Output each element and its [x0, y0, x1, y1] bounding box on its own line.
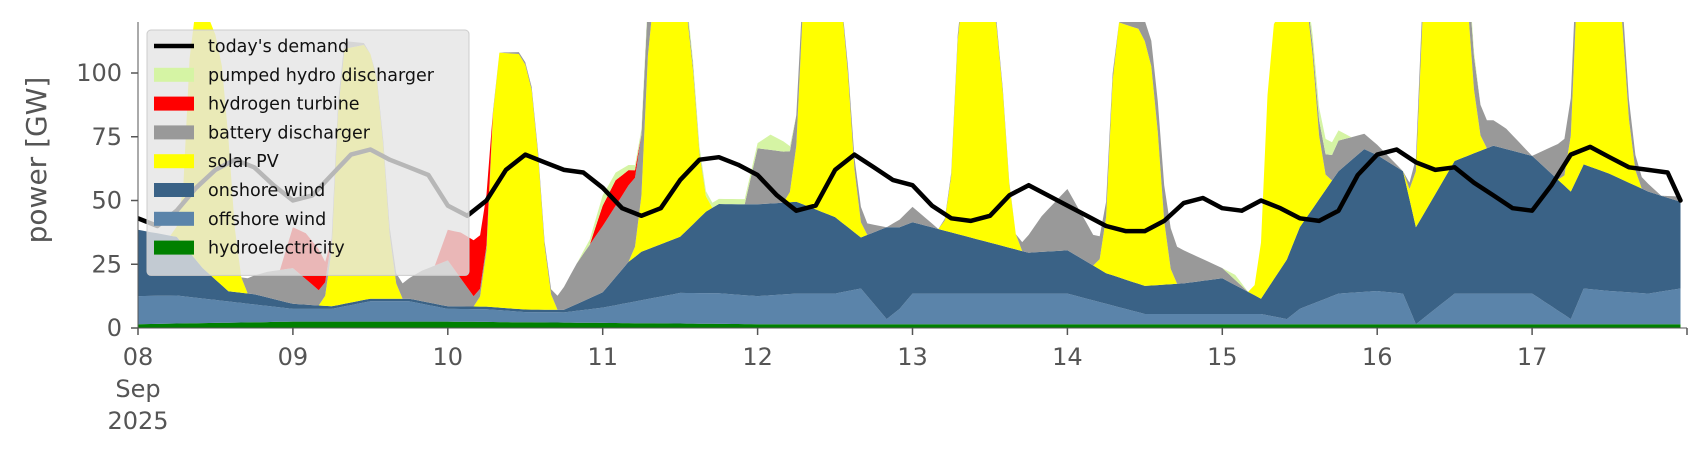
x-tick-label: 13 [897, 343, 928, 371]
x-tick-label: 10 [433, 343, 464, 371]
x-tick-label: 11 [587, 343, 618, 371]
x-tick-label-line: 09 [278, 343, 309, 371]
x-tick-label: 09 [278, 343, 309, 371]
legend-label-battery-discharger: battery discharger [208, 123, 371, 143]
area-offshore-wind [138, 288, 1681, 325]
y-tick-label: 25 [91, 250, 122, 278]
x-tick-label-line: 17 [1517, 343, 1548, 371]
x-tick-label: 17 [1517, 343, 1548, 371]
legend-label-onshore-wind: onshore wind [208, 181, 325, 201]
y-tick-label: 75 [91, 123, 122, 151]
legend-swatch-offshore-wind [154, 211, 194, 226]
legend-swatch-solar-pv [154, 154, 194, 169]
x-tick-label-line: Sep [115, 375, 160, 403]
x-tick-label-line: 11 [587, 343, 618, 371]
legend-swatch-pumped-hydro-discharger [154, 67, 194, 82]
x-tick-label-line: 13 [897, 343, 928, 371]
legend-label-solar-pv: solar PV [208, 152, 279, 172]
legend-label-hydroelectricity: hydroelectricity [208, 239, 345, 259]
stacked-areas [138, 22, 1681, 328]
area-battery-discharger [138, 22, 1681, 310]
legend-box [146, 29, 470, 276]
legend: today's demand pumped hydro discharger hyd… [146, 29, 470, 276]
legend-swatch-hydroelectricity [154, 240, 194, 255]
x-tick-label: 12 [742, 343, 773, 371]
legend-swatch-onshore-wind [154, 183, 194, 197]
x-tick-label: 16 [1362, 343, 1393, 371]
y-tick-label: 50 [91, 187, 122, 215]
x-tick-label: 08 Sep 2025 [107, 343, 168, 435]
legend-swatch-hydrogen-turbine [154, 96, 194, 111]
y-tick-label: 100 [76, 59, 122, 87]
legend-label-offshore-wind: offshore wind [208, 210, 326, 230]
x-tick-label: 15 [1207, 343, 1238, 371]
x-tick-label-line: 08 [123, 343, 154, 371]
x-tick-label-line: 14 [1052, 343, 1083, 371]
area-solar-pv [138, 22, 1681, 310]
y-tick-label: 0 [107, 314, 122, 342]
legend-label-pumped-hydro-discharger: pumped hydro discharger [208, 66, 435, 86]
x-tick-label-line: 16 [1362, 343, 1393, 371]
axes: 0 25 50 75 100 08 Sep 2025 09 10 11 12 13 14 15 16 17 [76, 22, 1688, 435]
x-tick-label-line: 15 [1207, 343, 1238, 371]
x-tick-label-line: 10 [433, 343, 464, 371]
legend-swatch-battery-discharger [154, 125, 194, 140]
area-onshore-wind [138, 145, 1681, 325]
x-tick-label: 14 [1052, 343, 1083, 371]
legend-label-hydrogen-turbine: hydrogen turbine [208, 95, 360, 115]
x-tick-label-line: 12 [742, 343, 773, 371]
area-hydroelectricity [138, 321, 1681, 328]
legend-label-today-s-demand: today's demand [208, 37, 349, 57]
y-axis-label: power [GW] [20, 77, 53, 244]
x-tick-label-line: 2025 [107, 407, 168, 435]
